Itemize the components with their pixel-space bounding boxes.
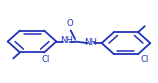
Text: Cl: Cl [140,55,149,64]
Text: NH: NH [60,36,73,45]
Text: O: O [67,19,73,28]
Text: NH: NH [84,38,97,47]
Text: Cl: Cl [42,55,50,64]
